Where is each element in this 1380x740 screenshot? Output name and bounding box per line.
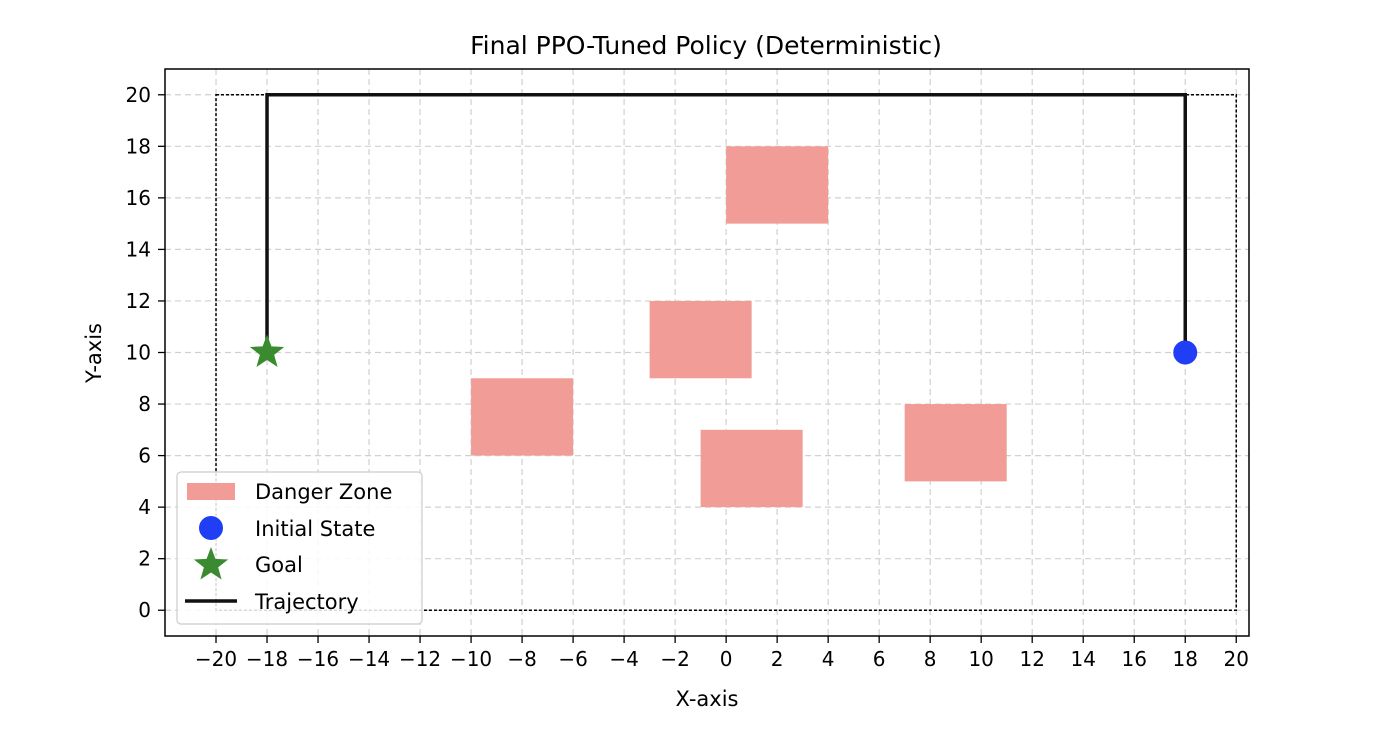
y-tick-label: 18 [126,134,151,158]
y-tick-label: 6 [138,444,151,468]
legend-initial-swatch [199,516,223,540]
x-tick-label: −4 [609,647,638,671]
legend-label-trajectory: Trajectory [254,590,359,614]
x-tick-label: 0 [720,647,733,671]
x-tick-label: 14 [1070,647,1095,671]
legend-box [176,471,423,625]
x-tick-label: 18 [1173,647,1198,671]
x-tick-label: 12 [1019,647,1044,671]
x-tick-label: −6 [558,647,587,671]
trajectory-line [265,93,1187,353]
y-axis-label: Y-axis [82,323,106,384]
y-tick-label: 2 [138,547,151,571]
chart-title: Final PPO-Tuned Policy (Deterministic) [470,31,942,60]
legend-label-danger-zone: Danger Zone [255,480,392,504]
legend: Danger Zone Initial State Goal Trajector… [176,471,423,625]
x-tick-label: 2 [771,647,784,671]
legend-label-goal: Goal [255,553,303,577]
x-tick-label: 6 [873,647,886,671]
x-tick-label: −10 [450,647,492,671]
danger-zone [471,378,574,456]
y-tick-label: 4 [138,495,151,519]
trajectory-layer [265,93,1187,353]
x-axis-label: X-axis [676,687,739,711]
legend-danger-swatch [187,483,235,500]
y-tick-label: 10 [126,341,151,365]
y-tick-label: 8 [138,392,151,416]
initial-state-point [1173,340,1198,365]
danger-zone [649,300,752,379]
x-tick-label: −20 [195,647,237,671]
x-ticks: −20 −18 −16 −14 −12 −10 −8 −6 −4 −2 0 2 4 6 8 10 12 14 16 1… [195,636,1249,671]
danger-zone [726,146,829,224]
legend-label-initial-state: Initial State [255,517,375,541]
x-tick-label: −12 [399,647,441,671]
legend-goal-swatch [193,547,229,580]
x-tick-label: −18 [246,647,288,671]
x-tick-label: 8 [924,647,937,671]
x-tick-label: −14 [348,647,390,671]
markers [249,334,1198,368]
x-tick-label: −16 [297,647,339,671]
danger-zone [700,429,803,508]
y-tick-label: 20 [126,83,151,107]
x-tick-label: 4 [822,647,835,671]
y-tick-label: 14 [126,237,151,261]
x-tick-label: −8 [507,647,536,671]
x-tick-label: 20 [1224,647,1249,671]
goal-point [249,334,285,368]
x-tick-label: 16 [1121,647,1146,671]
y-tick-label: 0 [138,598,151,622]
y-ticks: 0 2 4 6 8 10 12 14 16 18 20 [126,83,165,622]
y-tick-label: 12 [126,289,151,313]
x-tick-label: 10 [968,647,993,671]
danger-zone [904,404,1007,482]
y-tick-label: 16 [126,186,151,210]
danger-zones [471,146,1007,508]
x-tick-label: −2 [660,647,689,671]
